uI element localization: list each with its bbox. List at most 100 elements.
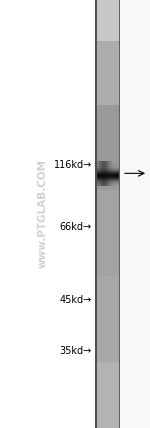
Bar — [95, 253, 120, 255]
Bar — [96, 185, 118, 186]
Bar — [95, 182, 120, 184]
Bar — [100, 160, 101, 186]
Bar — [95, 321, 120, 323]
Bar — [95, 68, 120, 71]
Bar — [95, 13, 120, 15]
Bar — [107, 160, 108, 186]
Bar — [112, 160, 113, 186]
Bar — [95, 216, 120, 218]
Bar — [95, 36, 120, 39]
Bar — [95, 0, 96, 428]
Bar — [95, 73, 120, 75]
Bar — [95, 47, 120, 49]
Bar — [95, 135, 120, 137]
Bar — [95, 360, 120, 362]
Bar — [95, 248, 120, 250]
Bar — [95, 293, 120, 295]
Bar — [95, 75, 120, 77]
Bar — [95, 98, 120, 101]
Bar — [95, 210, 120, 212]
Bar — [95, 381, 120, 383]
Bar — [108, 160, 109, 186]
Bar — [95, 229, 120, 231]
Bar — [96, 174, 118, 175]
Bar — [95, 160, 120, 163]
Bar — [95, 96, 120, 98]
Bar — [95, 90, 120, 92]
Bar — [95, 227, 120, 229]
Bar — [95, 17, 120, 19]
Text: 45kd→: 45kd→ — [60, 294, 92, 305]
Bar — [101, 160, 102, 186]
Bar — [95, 413, 120, 415]
Bar — [95, 2, 120, 4]
Bar — [95, 261, 120, 263]
Bar — [95, 156, 120, 158]
Bar — [95, 60, 120, 62]
Bar — [95, 146, 120, 148]
Bar — [95, 244, 120, 246]
Bar — [95, 158, 120, 160]
Bar — [95, 45, 120, 47]
Bar — [95, 186, 120, 188]
Bar — [95, 137, 120, 139]
Bar — [116, 160, 117, 186]
Bar — [95, 111, 120, 113]
Bar — [95, 404, 120, 407]
Bar — [95, 131, 120, 133]
Bar — [96, 161, 118, 162]
Bar — [95, 317, 120, 319]
Bar — [95, 233, 120, 235]
Bar — [95, 282, 120, 285]
Bar — [95, 366, 120, 368]
Bar — [96, 168, 118, 169]
Bar — [96, 180, 118, 181]
Bar — [110, 160, 111, 186]
Bar — [95, 195, 120, 197]
Bar — [95, 392, 120, 394]
Bar — [96, 177, 118, 178]
Bar — [95, 120, 120, 122]
Bar — [95, 297, 120, 300]
Bar — [96, 169, 118, 170]
Bar — [96, 163, 118, 164]
Bar — [117, 160, 118, 186]
Bar — [95, 334, 120, 336]
Bar — [95, 409, 120, 411]
Bar — [95, 387, 120, 389]
Bar — [95, 332, 120, 334]
Bar — [95, 165, 120, 167]
Bar — [95, 175, 120, 178]
Bar — [95, 4, 120, 6]
Bar — [95, 345, 120, 347]
Bar — [113, 160, 114, 186]
Bar — [96, 172, 118, 173]
Bar — [95, 370, 120, 372]
Bar — [95, 383, 120, 385]
Bar — [95, 201, 120, 203]
Bar — [95, 103, 120, 105]
Bar — [95, 184, 120, 186]
Bar — [95, 417, 120, 419]
Bar — [95, 323, 120, 325]
Bar — [95, 374, 120, 377]
Bar — [95, 199, 120, 201]
Bar — [96, 175, 118, 176]
Bar — [95, 9, 120, 11]
Bar — [96, 162, 118, 163]
Bar — [96, 182, 118, 183]
Bar — [120, 0, 150, 428]
Text: www.PTGLAB.COM: www.PTGLAB.COM — [38, 160, 48, 268]
Bar — [95, 302, 120, 304]
Bar — [95, 372, 120, 374]
Bar — [95, 15, 120, 17]
Bar — [95, 101, 120, 103]
Bar — [95, 19, 120, 21]
Bar — [95, 306, 120, 308]
Bar — [95, 272, 120, 274]
Bar — [95, 56, 120, 58]
Bar — [95, 385, 120, 387]
Bar — [95, 208, 120, 210]
Bar — [95, 400, 120, 402]
Bar — [95, 242, 120, 244]
